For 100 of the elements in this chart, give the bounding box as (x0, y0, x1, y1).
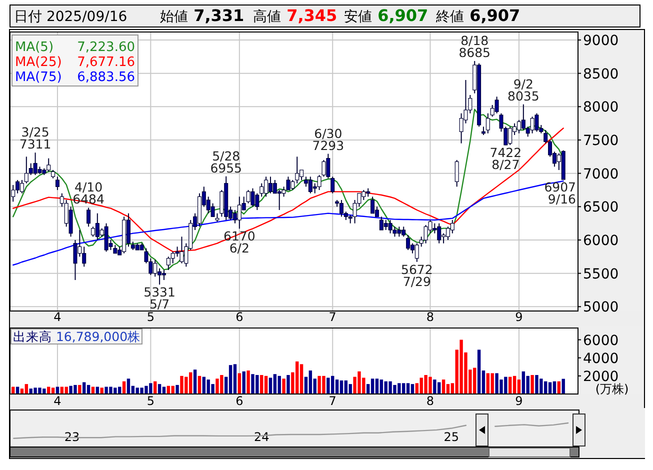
annotation: 6907 9/16 (544, 180, 576, 207)
annotation: 5/28 6955 (210, 148, 242, 176)
bar (126, 378, 130, 394)
candlestick (86, 207, 91, 228)
text: MA(5) 7,223.60 (15, 40, 135, 55)
bar (562, 378, 565, 394)
bar (268, 378, 272, 394)
bar (526, 376, 530, 394)
bar (246, 370, 250, 394)
x-tick-label: 4 (54, 310, 62, 324)
bar (335, 380, 339, 394)
x-tick-label: 6 (236, 310, 244, 324)
candlestick (250, 188, 255, 208)
candlestick (20, 180, 24, 194)
candlestick (180, 236, 184, 264)
x-tick-label: 8 (426, 310, 434, 324)
bar (508, 376, 512, 394)
candlestick (370, 196, 375, 214)
bar (326, 378, 330, 394)
text: MA(25) 7,677.16 (15, 55, 135, 70)
bar (522, 371, 526, 394)
y-tick-label: 7500 (583, 133, 619, 149)
candlestick (454, 160, 459, 188)
bar (410, 384, 414, 394)
bar (278, 376, 281, 394)
x-tick-label: 5 (146, 310, 154, 324)
bar (344, 380, 348, 394)
bar (348, 384, 352, 394)
bar (548, 382, 552, 394)
x-tick-label: 5 (146, 394, 154, 408)
bar (282, 378, 286, 394)
candlestick (486, 112, 490, 134)
bar (300, 364, 304, 394)
bar (176, 384, 179, 394)
y-tick-label: 5000 (583, 300, 619, 316)
bar (406, 383, 410, 394)
candlestick (55, 176, 60, 190)
candlestick (295, 156, 300, 184)
y-axis-title: (万株) (595, 382, 629, 396)
annotation: 7422 8/27 (490, 145, 522, 172)
candlestick (68, 206, 73, 238)
annotation: 8/18 8685 (458, 33, 491, 60)
text: 始値 7,331 (160, 6, 244, 25)
x-tick-label: 7 (328, 310, 336, 324)
candlestick (210, 202, 215, 218)
bar (78, 384, 82, 394)
bar (82, 382, 86, 394)
bar (24, 384, 28, 394)
bar (202, 376, 206, 394)
bar (477, 350, 481, 394)
candlestick (260, 182, 264, 198)
bar (260, 375, 264, 394)
y-tick-label: 9000 (583, 33, 619, 49)
bar (193, 370, 197, 394)
bar (286, 375, 290, 394)
bar (517, 380, 521, 394)
annotation: 5672 7/29 (401, 262, 433, 289)
x-tick-label: 8 (426, 394, 434, 408)
bar (273, 374, 277, 394)
text: 日付 2025/09/16 (14, 9, 128, 25)
bar (233, 364, 237, 394)
y-tick-label: 6000 (583, 233, 619, 249)
candlestick (450, 220, 454, 234)
bar (158, 384, 162, 394)
bar (198, 376, 202, 394)
x-tick-label: 9 (515, 310, 523, 324)
y-tick-label: 6500 (583, 200, 619, 216)
bar (242, 371, 246, 394)
bar (228, 365, 232, 394)
candlestick (11, 184, 16, 202)
bar (264, 376, 268, 394)
x-tick-label: 9 (515, 394, 523, 408)
annotation: 6/30 7293 (312, 126, 344, 153)
bar (238, 373, 242, 394)
text: 安値 6,907 (344, 6, 428, 25)
bar (380, 380, 384, 394)
candlestick (494, 96, 499, 114)
y-tick-label: 8000 (583, 100, 619, 116)
annotation: 5331 5/7 (144, 284, 176, 312)
annotation: 4/10 6484 (72, 180, 104, 207)
bar (512, 376, 516, 394)
bar (375, 378, 379, 394)
bar (490, 373, 494, 394)
y-tick-label: 2000 (583, 368, 619, 385)
annotation: 3/25 7311 (19, 124, 52, 152)
annotation: 出来高 16,789,000株 (13, 329, 141, 344)
text: 高値 7,345 (253, 6, 338, 25)
x-tick-label: 7 (328, 394, 336, 408)
annotation: 9/2 8035 (508, 76, 540, 104)
candlestick (162, 270, 166, 280)
candlestick (330, 176, 335, 194)
candlestick (414, 242, 419, 262)
y-tick-label: 6000 (583, 332, 619, 349)
bar (433, 380, 436, 394)
candlestick (534, 112, 539, 132)
y-tick-label: 5500 (583, 266, 619, 282)
y-tick-label: 7000 (583, 166, 619, 182)
x-tick-label: 25 (444, 430, 459, 444)
bar (340, 380, 344, 394)
text: MA(75) 6,883.56 (15, 70, 135, 85)
